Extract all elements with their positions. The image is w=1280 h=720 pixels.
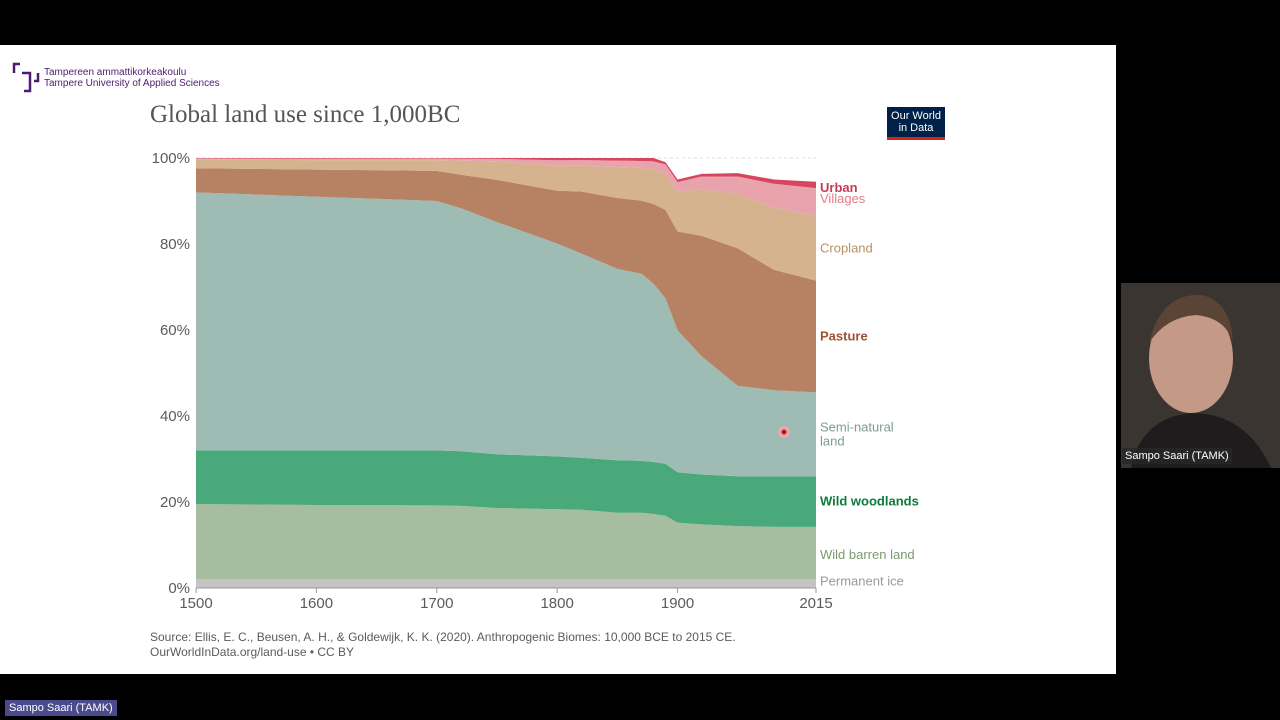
legend-label: Cropland (820, 240, 873, 255)
legend-label-line: Semi-natural (820, 419, 894, 434)
legend-label: Semi-natural land (820, 419, 894, 448)
logo-line-2: Tampere University of Applied Sciences (44, 78, 220, 89)
y-tick-label: 60% (160, 322, 190, 339)
legend-label: Pasture (820, 328, 868, 343)
x-tick-label: 2015 (799, 595, 832, 612)
owid-logo-line-1: Our World (891, 110, 941, 122)
area-permanent-ice (196, 579, 816, 588)
source-url: OurWorldInData.org/land-use • CC BY (150, 645, 355, 659)
y-tick-label: 0% (168, 580, 190, 597)
x-tick-label: 1500 (179, 595, 212, 612)
logo-line-1: Tampereen ammattikorkeakoulu (44, 67, 187, 78)
tamk-logo-icon (12, 62, 40, 93)
area-villages (196, 158, 816, 217)
x-tick-label: 1900 (661, 595, 694, 612)
area-semi-natural-land (196, 192, 816, 477)
presenter-avatar (1121, 283, 1280, 468)
owid-logo-line-2: in Data (898, 122, 934, 134)
legend-label: Wild woodlands (820, 494, 919, 509)
tamk-logo: Tampereen ammattikorkeakoulu Tampere Uni… (10, 59, 220, 97)
x-tick-label: 1700 (420, 595, 453, 612)
legend-label-line: land (820, 433, 845, 448)
presentation-slide: Tampereen ammattikorkeakoulu Tampere Uni… (0, 45, 1116, 674)
owid-logo: Our World in Data (887, 107, 945, 140)
axes: 1500 1600 1700 1800 1900 2015 (179, 587, 833, 612)
legend-label: Wild barren land (820, 547, 915, 562)
area-series (196, 158, 816, 588)
legend-label: Urban (820, 180, 858, 195)
x-tick-label: 1600 (300, 595, 333, 612)
area-pasture (196, 168, 816, 393)
stacked-area-chart: 0% 20% 40% 60% 80% 100% 1500 1600 1700 1800 1900 2… (152, 150, 919, 612)
y-tick-label: 40% (160, 408, 190, 425)
y-tick-label: 20% (160, 494, 190, 511)
chart-source: Source: Ellis, E. C., Beusen, A. H., & G… (150, 630, 736, 660)
area-cropland (196, 159, 816, 281)
y-tick-label: 80% (160, 236, 190, 253)
presenter-name-label: Sampo Saari (TAMK) (1122, 448, 1232, 464)
area-wild-barren-land (196, 504, 816, 580)
pointer-indicator (778, 426, 790, 438)
legend-label: Villages (820, 191, 866, 206)
presenter-name-tag: Sampo Saari (TAMK) (5, 700, 117, 716)
legend-label: Permanent ice (820, 574, 904, 589)
source-citation: Source: Ellis, E. C., Beusen, A. H., & G… (150, 630, 736, 644)
area-wild-woodlands (196, 450, 816, 527)
cursor-dot (781, 429, 787, 435)
x-tick-label: 1800 (540, 595, 573, 612)
presenter-video-tile[interactable] (1121, 283, 1280, 468)
y-tick-label: 100% (152, 150, 190, 167)
chart-title: Global land use since 1,000BC (150, 101, 461, 128)
